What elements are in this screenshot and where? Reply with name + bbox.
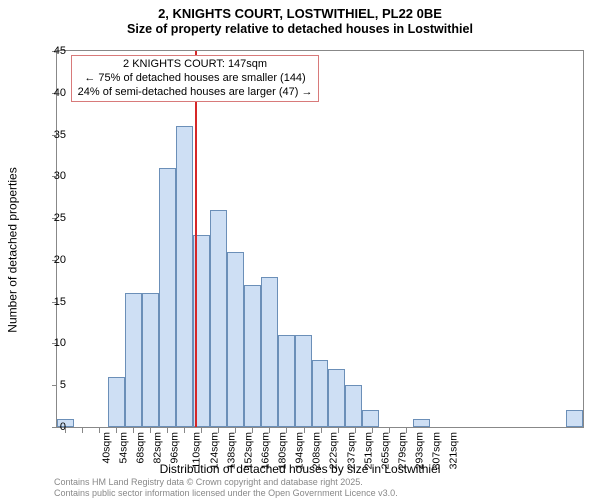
annotation-line3: 24% of semi-detached houses are larger (… [78,86,313,100]
histogram-bar [413,419,430,427]
annotation-box: 2 KNIGHTS COURT: 147sqm ← 75% of detache… [71,55,320,102]
histogram-bar [159,168,176,427]
x-tick-label: 96sqm [169,432,181,464]
x-tick-label: 208sqm [310,432,322,469]
x-tick-label: 237sqm [346,432,358,469]
x-tick-label: 180sqm [277,432,289,469]
x-tick-label: 293sqm [413,432,425,469]
x-tick-label: 265sqm [380,432,392,469]
x-tick-label: 124sqm [209,432,221,469]
chart-container: 2, KNIGHTS COURT, LOSTWITHIEL, PL22 0BE … [0,0,600,500]
x-tick-label: 138sqm [226,432,238,469]
x-tick-label: 40sqm [101,432,113,464]
x-tick-mark [218,428,219,433]
x-tick-label: 166sqm [260,432,272,469]
plot-area: 2 KNIGHTS COURT: 147sqm ← 75% of detache… [56,50,584,428]
x-tick-mark [252,428,253,433]
y-tick-label: 40 [36,87,66,99]
histogram-bar [345,385,362,427]
x-tick-mark [184,428,185,433]
histogram-bar [142,293,159,427]
x-tick-label: 110sqm [191,432,203,469]
histogram-bar [125,293,142,427]
y-axis-label: Number of detached properties [5,167,19,332]
bars-layer [57,51,583,427]
x-tick-label: 307sqm [430,432,442,469]
x-tick-label: 152sqm [243,432,255,469]
x-tick-label: 68sqm [135,432,147,464]
histogram-bar [312,360,329,427]
x-tick-mark [235,428,236,433]
y-tick-label: 45 [36,45,66,57]
x-tick-mark [269,428,270,433]
title-block: 2, KNIGHTS COURT, LOSTWITHIEL, PL22 0BE … [0,6,600,38]
title-line2: Size of property relative to detached ho… [0,22,600,38]
x-tick-label: 279sqm [397,432,409,469]
histogram-bar [362,410,379,427]
x-tick-mark [355,428,356,433]
histogram-bar [176,126,193,427]
footer-line1: Contains HM Land Registry data © Crown c… [54,477,398,487]
x-tick-mark [338,428,339,433]
y-tick-label: 20 [36,254,66,266]
histogram-bar [210,210,227,427]
x-tick-mark [150,428,151,433]
x-tick-mark [133,428,134,433]
y-tick-label: 0 [36,421,66,433]
y-tick-label: 10 [36,337,66,349]
reference-line [195,51,197,427]
annotation-line2: ← 75% of detached houses are smaller (14… [78,72,313,86]
y-tick-label: 35 [36,129,66,141]
histogram-bar [108,377,125,427]
histogram-bar [566,410,583,427]
x-tick-mark [167,428,168,433]
y-tick-label: 5 [36,379,66,391]
x-tick-label: 82sqm [152,432,164,464]
footer-line2: Contains public sector information licen… [54,488,398,498]
x-tick-label: 54sqm [118,432,130,464]
x-tick-mark [406,428,407,433]
histogram-bar [328,369,345,427]
x-tick-mark [389,428,390,433]
x-tick-mark [116,428,117,433]
x-tick-mark [286,428,287,433]
x-tick-label: 251sqm [363,432,375,469]
x-tick-mark [321,428,322,433]
y-tick-label: 25 [36,212,66,224]
footer: Contains HM Land Registry data © Crown c… [54,477,398,498]
x-tick-label: 194sqm [293,432,305,469]
histogram-bar [278,335,295,427]
x-tick-mark [82,428,83,433]
y-tick-label: 30 [36,170,66,182]
annotation-line1: 2 KNIGHTS COURT: 147sqm [78,58,313,72]
histogram-bar [244,285,261,427]
histogram-bar [261,277,278,427]
x-tick-label: 321sqm [447,432,459,469]
histogram-bar [295,335,312,427]
x-tick-mark [201,428,202,433]
x-tick-label: 222sqm [327,432,339,469]
y-tick-label: 15 [36,296,66,308]
x-tick-mark [372,428,373,433]
title-line1: 2, KNIGHTS COURT, LOSTWITHIEL, PL22 0BE [0,6,600,22]
histogram-bar [227,252,244,427]
x-tick-mark [304,428,305,433]
x-tick-mark [99,428,100,433]
x-tick-mark [65,428,66,433]
